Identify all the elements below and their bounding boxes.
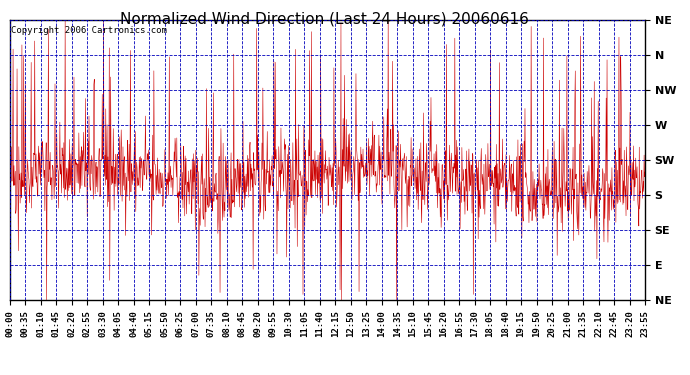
Text: Normalized Wind Direction (Last 24 Hours) 20060616: Normalized Wind Direction (Last 24 Hours… — [120, 11, 529, 26]
Text: Copyright 2006 Cartronics.com: Copyright 2006 Cartronics.com — [11, 26, 167, 34]
